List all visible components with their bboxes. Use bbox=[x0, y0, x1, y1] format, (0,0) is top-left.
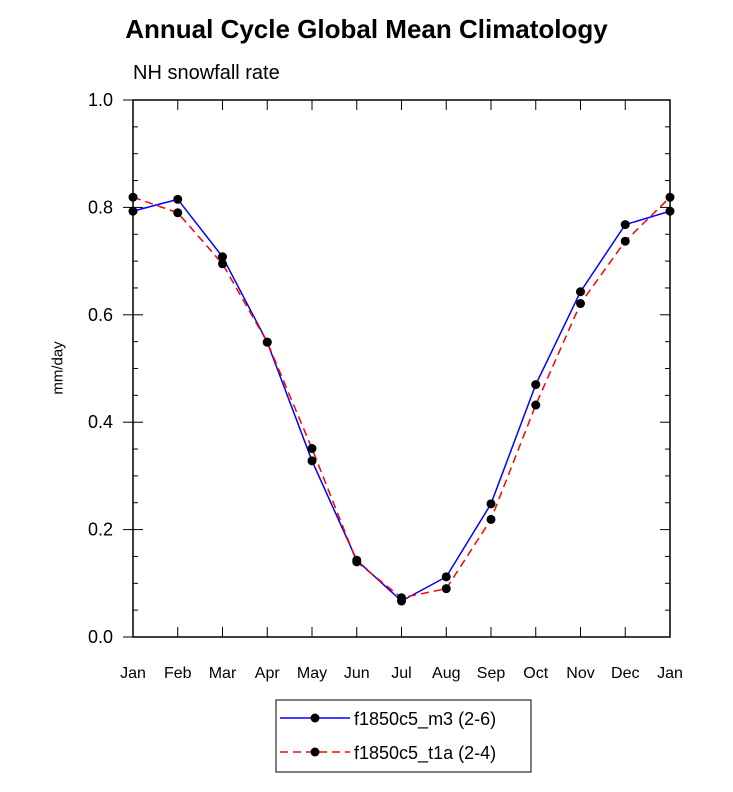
x-tick-label: Jul bbox=[391, 665, 411, 682]
y-tick-label: 0.0 bbox=[88, 627, 113, 647]
chart-subtitle: NH snowfall rate bbox=[133, 62, 280, 84]
series-line-1 bbox=[132, 198, 671, 602]
series-2-point bbox=[173, 208, 183, 218]
series-2-point bbox=[531, 400, 541, 410]
x-tick-label: Jan bbox=[120, 665, 146, 682]
legend-marker-series-1 bbox=[310, 713, 320, 723]
x-tick-label: Apr bbox=[255, 665, 281, 682]
y-tick-label: 0.4 bbox=[88, 412, 113, 432]
series-2-point bbox=[486, 514, 496, 524]
x-tick-label: Oct bbox=[523, 665, 548, 682]
series-1-point bbox=[218, 252, 227, 262]
series-2-point bbox=[352, 557, 362, 567]
x-tick-label: Sep bbox=[477, 665, 506, 682]
plot-frame bbox=[132, 99, 671, 638]
y-tick-label: 0.8 bbox=[88, 197, 113, 217]
series-2-point bbox=[397, 593, 406, 603]
x-tick-label: Nov bbox=[566, 665, 594, 682]
y-tick-label: 0.2 bbox=[88, 520, 113, 540]
series-2-point bbox=[620, 236, 630, 246]
series-1-point bbox=[486, 499, 496, 509]
series-2-point bbox=[262, 337, 272, 347]
series-1-point bbox=[665, 206, 675, 216]
y-axis-label: mm/day bbox=[49, 341, 67, 395]
legend-marker-series-2 bbox=[310, 747, 320, 757]
legend: f1850c5_m3 (2-6) f1850c5_t1a (2-4) bbox=[275, 699, 532, 773]
series-2-point bbox=[665, 192, 675, 202]
x-axis-ticks: Jan Feb Mar Apr May Jun Jul Aug Sep Oct Nov Dec Jan bbox=[120, 100, 683, 682]
series-1-point bbox=[128, 206, 138, 216]
series-1-point bbox=[576, 287, 585, 297]
y-axis-ticks: 0.0 0.2 0.4 0.6 0.8 1.0 bbox=[88, 90, 670, 647]
series-line-2 bbox=[132, 196, 671, 599]
series-2-point bbox=[128, 192, 138, 202]
y-tick-label: 0.6 bbox=[88, 305, 113, 325]
series-1-point bbox=[173, 194, 183, 204]
series-2-point bbox=[576, 299, 585, 309]
series-1-point bbox=[307, 456, 317, 466]
x-tick-label: Jun bbox=[344, 665, 370, 682]
series-1-point bbox=[531, 380, 541, 390]
x-tick-label: Jan bbox=[657, 665, 683, 682]
series-1-point bbox=[620, 220, 630, 230]
legend-label-series-1: f1850c5_m3 (2-6) bbox=[354, 709, 496, 730]
legend-label-series-2: f1850c5_t1a (2-4) bbox=[354, 743, 496, 764]
x-tick-label: Mar bbox=[209, 665, 237, 682]
legend-box bbox=[275, 699, 532, 773]
x-tick-label: Dec bbox=[611, 665, 639, 682]
series-group bbox=[128, 192, 675, 606]
series-2-point bbox=[307, 444, 317, 454]
series-2-point bbox=[441, 584, 451, 594]
chart-title: Annual Cycle Global Mean Climatology bbox=[125, 14, 608, 44]
x-tick-label: May bbox=[297, 665, 327, 682]
series-1-point bbox=[441, 572, 451, 582]
y-tick-label: 1.0 bbox=[88, 90, 113, 110]
x-tick-label: Feb bbox=[164, 665, 192, 682]
series-2-point bbox=[218, 259, 227, 269]
x-tick-label: Aug bbox=[432, 665, 460, 682]
